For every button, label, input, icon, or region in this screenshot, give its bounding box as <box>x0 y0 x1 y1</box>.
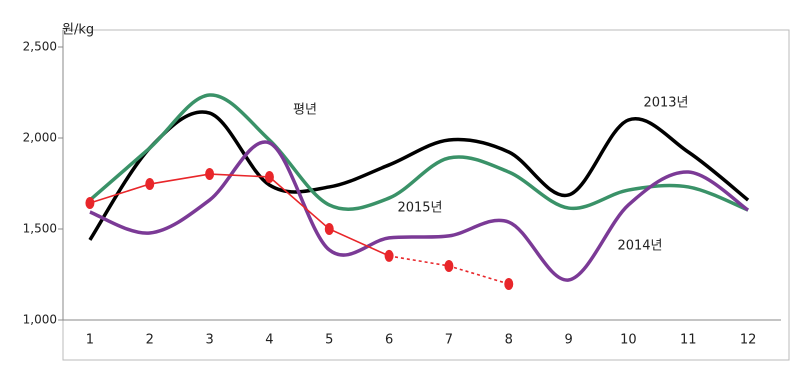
plot-frame <box>62 29 790 361</box>
series-line <box>89 140 750 282</box>
series-label: 2014년 <box>617 239 662 254</box>
x-tick-label: 9 <box>564 333 572 348</box>
point <box>384 249 394 262</box>
series-label: 평년 <box>293 103 317 118</box>
x-tick-label: 4 <box>265 333 273 348</box>
x-tick-label: 8 <box>505 333 513 348</box>
point <box>85 196 95 209</box>
x-tick-label: 11 <box>680 333 697 348</box>
y-unit: 원/kg <box>62 23 94 38</box>
series-label: 2013년 <box>643 96 688 111</box>
y-tick-label: 1,000 <box>23 313 57 327</box>
x-tick-label: 3 <box>205 333 213 348</box>
y-tick-label: 2,500 <box>23 40 57 54</box>
x-tick-label: 10 <box>620 333 637 348</box>
point <box>324 223 334 235</box>
point <box>145 178 155 191</box>
series-label: 2015년 <box>397 201 442 216</box>
series-line <box>88 93 749 212</box>
series-line <box>89 173 390 257</box>
y-tick-label: 2,000 <box>23 131 57 145</box>
x-tick-label: 6 <box>385 333 393 348</box>
x-tick-label: 7 <box>445 333 453 348</box>
point <box>444 259 454 272</box>
point <box>264 170 274 183</box>
y-tick-label: 1,500 <box>23 222 57 236</box>
x-tick-label: 5 <box>325 333 333 348</box>
x-tick-label: 2 <box>146 333 154 348</box>
point <box>205 168 215 181</box>
x-tick-label: 12 <box>740 333 757 348</box>
x-tick-label: 1 <box>86 333 94 348</box>
series-line <box>88 110 750 241</box>
point <box>504 277 514 290</box>
